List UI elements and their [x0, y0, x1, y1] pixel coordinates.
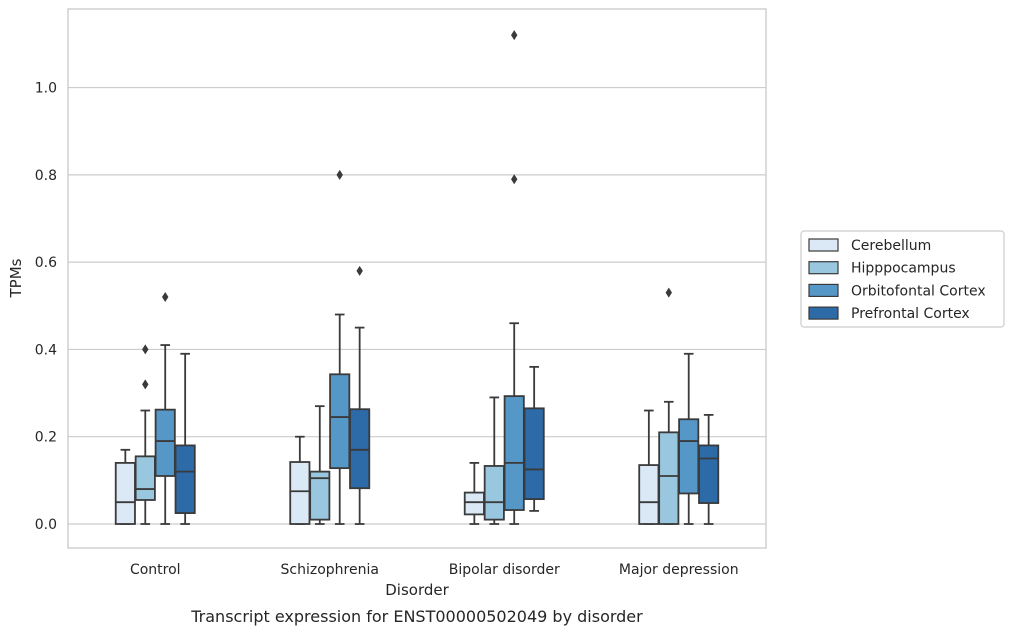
outlier-point — [142, 344, 149, 355]
box — [638, 409, 660, 525]
x-axis: Control Schizophrenia Bipolar disorder Majo… — [130, 562, 739, 578]
legend-label: Orbitofontal Cortex — [851, 283, 986, 299]
legend-item: Cerebellum — [808, 238, 931, 254]
outlier-point — [336, 169, 343, 180]
y-tick-label: 0.8 — [35, 168, 57, 184]
box — [154, 292, 176, 525]
box — [309, 405, 331, 525]
x-tick-label: Bipolar disorder — [449, 562, 560, 578]
outlier-point — [665, 287, 672, 298]
legend-item: Hipppocampus — [808, 261, 956, 277]
box-body — [678, 418, 700, 495]
box — [523, 365, 545, 512]
legend-item: Prefrontal Cortex — [808, 306, 970, 322]
box-body — [309, 470, 331, 521]
box — [174, 352, 196, 525]
plot-frame — [67, 8, 767, 549]
box-body — [698, 444, 720, 504]
x-tick-label: Schizophrenia — [281, 562, 379, 578]
box — [483, 396, 505, 525]
x-tick-label: Control — [130, 562, 181, 578]
y-tick-label: 0.4 — [35, 342, 57, 358]
legend: Cerebellum Hipppocampus Orbitofontal Corte… — [800, 230, 1005, 328]
box — [329, 169, 351, 525]
legend-swatch — [808, 261, 839, 275]
box-plot-area — [114, 30, 720, 525]
y-axis-label: TPMs — [7, 258, 25, 298]
outlier-point — [511, 30, 518, 41]
legend-frame — [800, 230, 1005, 328]
box — [658, 287, 680, 525]
box-body — [483, 465, 505, 521]
x-axis-label: Disorder — [385, 581, 449, 599]
y-tick-label: 0.2 — [35, 430, 57, 446]
box — [463, 461, 485, 525]
outlier-point — [356, 265, 363, 276]
chart-caption: Transcript expression for ENST0000050204… — [190, 607, 643, 626]
box-body — [523, 407, 545, 501]
outlier-point — [162, 292, 169, 303]
x-tick-label: Major depression — [619, 562, 739, 578]
legend-label: Cerebellum — [851, 238, 931, 254]
box-body — [638, 464, 660, 525]
box — [349, 265, 371, 525]
box-body — [289, 461, 311, 525]
box-body — [658, 431, 680, 525]
outlier-point — [142, 379, 149, 390]
legend-swatch — [808, 238, 839, 252]
box-body — [463, 491, 485, 516]
box — [289, 435, 311, 525]
box-body — [503, 395, 525, 511]
box-body — [134, 455, 156, 501]
legend-swatch — [808, 306, 839, 320]
y-tick-label: 0.6 — [35, 255, 57, 271]
box — [114, 448, 136, 525]
box — [134, 344, 156, 525]
outlier-point — [511, 174, 518, 185]
y-axis: 0.0 0.2 0.4 0.6 0.8 1.0 — [35, 81, 57, 533]
legend-item: Orbitofontal Cortex — [808, 283, 986, 299]
legend-label: Prefrontal Cortex — [851, 306, 970, 322]
box-body — [154, 408, 176, 477]
y-tick-label: 0.0 — [35, 517, 57, 533]
box — [678, 352, 700, 525]
box-body — [349, 408, 371, 490]
box-body — [174, 444, 196, 514]
box — [698, 413, 720, 525]
y-tick-label: 1.0 — [35, 81, 57, 97]
box-body — [114, 461, 136, 525]
box-body — [329, 373, 351, 470]
legend-swatch — [808, 283, 839, 297]
legend-label: Hipppocampus — [851, 261, 956, 277]
